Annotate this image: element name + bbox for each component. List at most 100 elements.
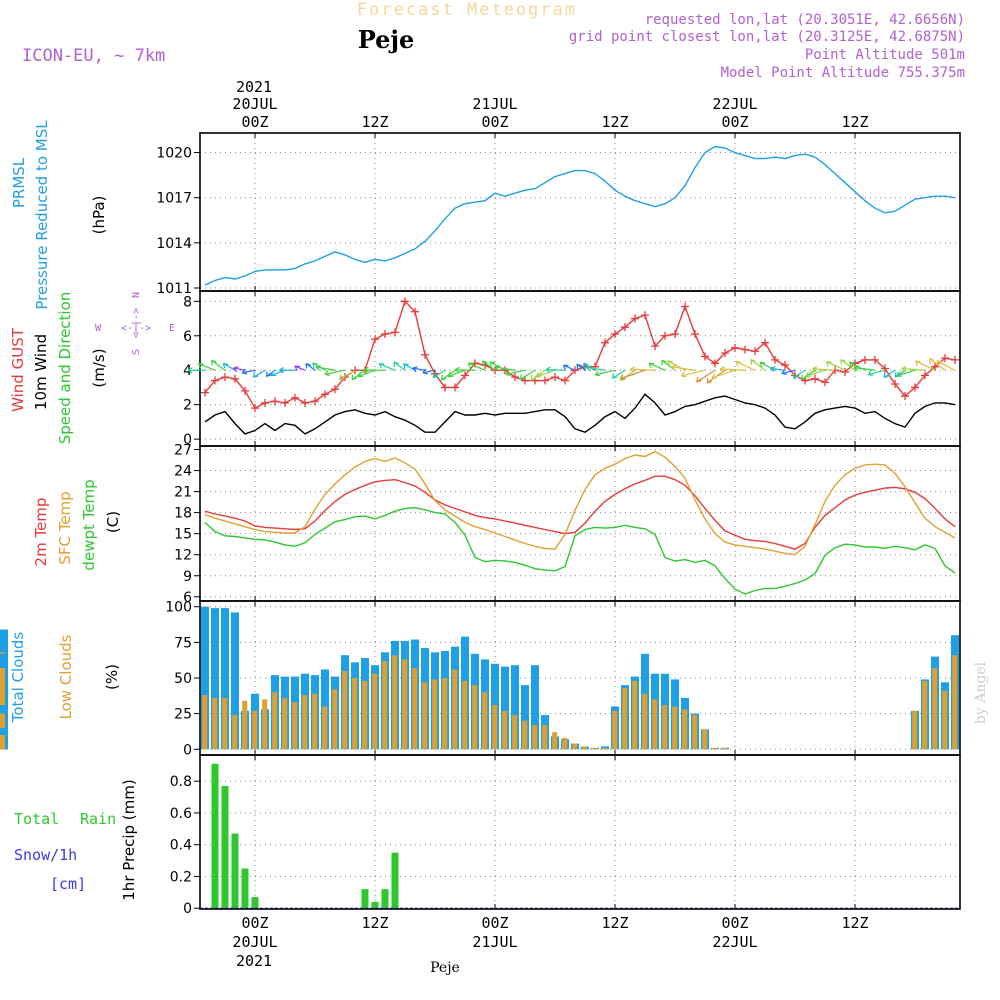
wind-arrow [393,361,406,371]
wind-arrow-head [562,364,569,371]
temp-unit: (C) [104,511,122,533]
low-cloud-bar [632,680,638,750]
low-cloud-bar [562,737,568,750]
low-cloud-bar [252,710,258,750]
gust-marker [741,345,749,354]
total-cloud-bar [201,606,209,750]
gust-marker [861,355,869,364]
gust-marker [781,361,789,370]
wind-arrow [826,361,846,371]
low-cloud-bar [402,659,408,750]
wind-arrow-head [232,366,239,373]
low-cloud-bar [282,697,288,750]
wind-arrow-head [252,372,259,378]
cloud-labels: Total Clouds Low Clouds (%) [9,632,121,724]
wind-arrow [867,369,886,376]
gust-marker [651,342,659,351]
low-cloud-bar [692,715,698,750]
model-altitude: Model Point Altitude 755.375m [721,65,965,81]
low-cloud-bar [422,682,428,750]
wind-arrow-head [545,366,551,373]
temp-sfc-label: SFC Temp [56,491,74,564]
gust-marker [661,331,669,340]
wind-arrow [929,358,946,371]
gust-marker [921,371,929,380]
low-cloud-bar [602,747,608,750]
gust-marker [701,352,709,361]
low-cloud-bar [482,692,488,750]
y-tick-label: 100 [165,600,192,616]
low-cloud-bar [912,710,918,750]
wind-arrow [720,368,746,371]
gust-marker [821,378,829,387]
low-cloud-bar [502,710,508,750]
wind-arrow-head [801,374,807,381]
gust-marker [371,335,379,344]
low-cloud-bar [542,725,548,750]
wind-arrow [681,369,706,377]
wind-arrow-head [422,368,428,375]
total-cloud-bar [211,608,219,750]
bottom-hour-label: 12Z [361,914,388,932]
wind-arrow [315,366,336,371]
low-cloud-bar [412,668,418,750]
wind-arrow-head [494,365,501,372]
wind-arrow [801,369,816,381]
gust-marker [411,307,419,316]
gust-marker [721,349,729,357]
bottom-date-label: 21JUL [472,933,517,951]
y-tick-label: 4 [183,363,192,379]
wind-arrow [915,360,936,371]
panel-pressure: 1011 1014 1017 1020 [156,132,961,297]
gust-marker [601,338,609,347]
low-cloud-bar [342,670,348,750]
series-temperature-2 [204,506,956,595]
gust-marker [771,355,779,364]
wind-arrow [535,369,556,378]
wind-arrow-head [735,360,741,367]
bottom-hour-label: 00Z [481,914,508,932]
low-cloud-bar [432,679,438,750]
faint-title: Forecast Meteogram [357,0,577,20]
wind-arrow [223,362,236,371]
wind-arrow-head [241,368,248,375]
low-cloud-bar [922,680,928,750]
low-cloud-bar [362,680,368,750]
wind-arrow-head [222,362,229,369]
wind-arrow-head [611,373,618,379]
wind-arrow [530,369,546,381]
y-tick-label: 27 [174,443,192,459]
y-tick-label: 6 [183,590,192,606]
wind-arrow [563,364,576,371]
pressure-label-prmsl: PRMSL [10,157,28,208]
footer-location: Peje [430,960,460,976]
wind-arrow-head [929,358,935,364]
precip-bar [391,852,399,909]
gust-marker [201,388,209,397]
precip-labels: Total Rain Snow/1h [cm] 1hr Precip (mm) [14,779,138,900]
wind-arrow-head [432,372,439,379]
wind-arrow [339,369,356,381]
gust-marker [751,347,759,356]
precip-cm-label: [cm] [50,875,86,893]
series-wind-0 [204,299,956,410]
wind-arrow [379,363,396,371]
low-cloud-bar [522,720,528,750]
gust-marker [561,376,569,385]
wind-arrow [198,363,216,371]
gust-marker [351,366,359,375]
low-cloud-bar [272,692,278,750]
wind-arrow [883,369,896,378]
gust-marker [261,398,269,407]
low-cloud-bar [312,693,318,750]
gust-marker [381,330,389,339]
y-tick-label: 0.4 [170,838,192,854]
wind-arrow [505,369,526,376]
wind-arrow-head [825,361,832,367]
low-cloud-bar [672,706,678,750]
gust-marker [631,314,639,323]
wind-arrow-head [363,366,369,374]
panel-precipitation: 0 0.2 0.4 0.6 0.8 [170,754,961,917]
bottom-hour-label: 00Z [721,914,748,932]
wind-arrow-head [454,366,460,373]
